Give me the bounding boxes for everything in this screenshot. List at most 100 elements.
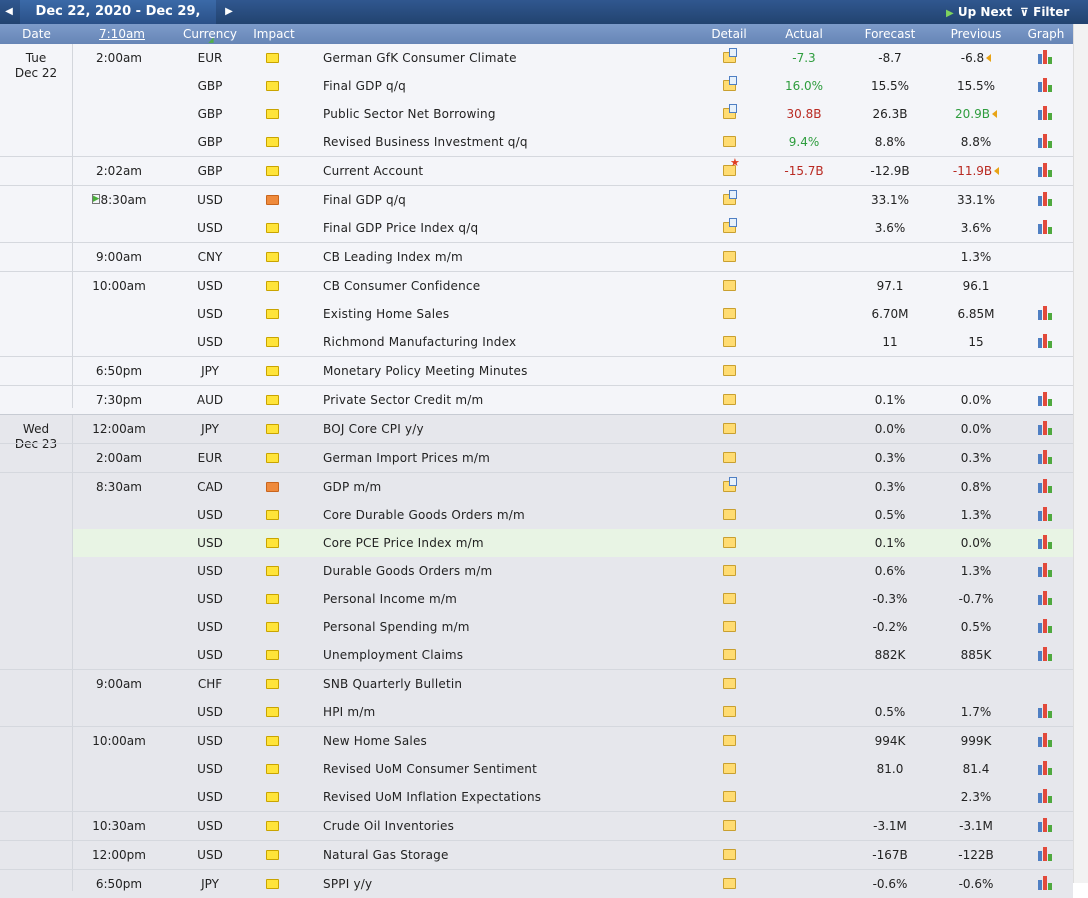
table-row[interactable]: 6:50pm JPY Monetary Policy Meeting Minutes	[0, 356, 1073, 385]
bar-graph-icon[interactable]	[1038, 479, 1054, 493]
event-title[interactable]: Natural Gas Storage	[323, 848, 449, 862]
bar-graph-icon[interactable]	[1038, 392, 1054, 406]
detail-folder-icon[interactable]	[723, 336, 736, 347]
event-title[interactable]: Richmond Manufacturing Index	[323, 335, 517, 349]
impact-yellow-folder-icon[interactable]	[266, 453, 279, 463]
bar-graph-icon[interactable]	[1038, 704, 1054, 718]
impact-yellow-folder-icon[interactable]	[266, 53, 279, 63]
bar-graph-icon[interactable]	[1038, 761, 1054, 775]
event-title[interactable]: Revised UoM Inflation Expectations	[323, 790, 542, 804]
impact-yellow-folder-icon[interactable]	[266, 281, 279, 291]
detail-folder-icon[interactable]	[723, 509, 736, 520]
impact-yellow-folder-icon[interactable]	[266, 764, 279, 774]
table-row[interactable]: GBP Final GDP q/q 16.0% 15.5% 15.5%	[0, 72, 1073, 100]
impact-yellow-folder-icon[interactable]	[266, 650, 279, 660]
detail-doc-folder-icon[interactable]	[723, 477, 737, 492]
bar-graph-icon[interactable]	[1038, 789, 1054, 803]
table-row[interactable]: USD Final GDP Price Index q/q 3.6% 3.6%	[0, 214, 1073, 242]
table-row[interactable]: USD Core PCE Price Index m/m 0.1% 0.0%	[73, 529, 1073, 557]
impact-yellow-folder-icon[interactable]	[266, 538, 279, 548]
event-title[interactable]: Current Account	[323, 164, 424, 178]
detail-folder-icon[interactable]	[723, 452, 736, 463]
event-title[interactable]: Monetary Policy Meeting Minutes	[323, 364, 528, 378]
event-title[interactable]: Existing Home Sales	[323, 307, 450, 321]
detail-folder-icon[interactable]	[723, 423, 736, 434]
impact-yellow-folder-icon[interactable]	[266, 252, 279, 262]
detail-folder-icon[interactable]	[723, 791, 736, 802]
detail-folder-icon[interactable]	[723, 878, 736, 889]
impact-yellow-folder-icon[interactable]	[266, 81, 279, 91]
impact-yellow-folder-icon[interactable]	[266, 850, 279, 860]
table-row[interactable]: 12:00am JPY BOJ Core CPI y/y 0.0% 0.0%	[0, 415, 1073, 443]
table-row[interactable]: 10:30am USD Crude Oil Inventories -3.1M -3.1…	[0, 811, 1073, 840]
table-row[interactable]: 9:00am CHF SNB Quarterly Bulletin	[0, 669, 1073, 698]
table-row[interactable]: USD Personal Income m/m -0.3% -0.7%	[0, 585, 1073, 613]
table-row[interactable]: USD Durable Goods Orders m/m 0.6% 1.3%	[0, 557, 1073, 585]
event-title[interactable]: Revised UoM Consumer Sentiment	[323, 762, 538, 776]
table-row[interactable]: 2:00am EUR German Import Prices m/m 0.3% 0.3…	[0, 443, 1073, 472]
impact-yellow-folder-icon[interactable]	[266, 879, 279, 889]
bar-graph-icon[interactable]	[1038, 78, 1054, 92]
bar-graph-icon[interactable]	[1038, 535, 1054, 549]
event-title[interactable]: Crude Oil Inventories	[323, 819, 455, 833]
table-row[interactable]: USD Existing Home Sales 6.70M 6.85M	[0, 300, 1073, 328]
table-row[interactable]: GBP Revised Business Investment q/q 9.4% 8.…	[0, 128, 1073, 156]
impact-yellow-folder-icon[interactable]	[266, 622, 279, 632]
event-title[interactable]: Final GDP q/q	[323, 193, 406, 207]
impact-yellow-folder-icon[interactable]	[266, 510, 279, 520]
impact-orange-folder-icon[interactable]	[266, 482, 279, 492]
detail-folder-icon[interactable]	[723, 365, 736, 376]
table-row[interactable]: USD Personal Spending m/m -0.2% 0.5%	[0, 613, 1073, 641]
table-row[interactable]: USD Revised UoM Consumer Sentiment 81.0 81.…	[0, 755, 1073, 783]
impact-yellow-folder-icon[interactable]	[266, 395, 279, 405]
detail-folder-icon[interactable]	[723, 280, 736, 291]
table-row[interactable]: GBP Public Sector Net Borrowing 30.8B 26.3B…	[0, 100, 1073, 128]
detail-folder-icon[interactable]	[723, 820, 736, 831]
impact-yellow-folder-icon[interactable]	[266, 223, 279, 233]
event-title[interactable]: BOJ Core CPI y/y	[323, 422, 424, 436]
impact-yellow-folder-icon[interactable]	[266, 366, 279, 376]
bar-graph-icon[interactable]	[1038, 619, 1054, 633]
table-row[interactable]: USD HPI m/m 0.5% 1.7%	[0, 698, 1073, 726]
impact-yellow-folder-icon[interactable]	[266, 707, 279, 717]
table-row[interactable]: USD Unemployment Claims 882K 885K	[0, 641, 1073, 669]
detail-folder-icon[interactable]	[723, 735, 736, 746]
impact-yellow-folder-icon[interactable]	[266, 821, 279, 831]
event-title[interactable]: Unemployment Claims	[323, 648, 464, 662]
event-title[interactable]: SPPI y/y	[323, 877, 373, 891]
table-row[interactable]: 12:00pm USD Natural Gas Storage -167B -122B	[0, 840, 1073, 869]
bar-graph-icon[interactable]	[1038, 847, 1054, 861]
event-title[interactable]: Private Sector Credit m/m	[323, 393, 484, 407]
event-title[interactable]: New Home Sales	[323, 734, 427, 748]
bar-graph-icon[interactable]	[1038, 563, 1054, 577]
impact-yellow-folder-icon[interactable]	[266, 166, 279, 176]
header-time[interactable]: 7:10am	[99, 27, 145, 41]
event-title[interactable]: Public Sector Net Borrowing	[323, 107, 496, 121]
bar-graph-icon[interactable]	[1038, 220, 1054, 234]
impact-yellow-folder-icon[interactable]	[266, 736, 279, 746]
detail-folder-icon[interactable]	[723, 706, 736, 717]
impact-yellow-folder-icon[interactable]	[266, 792, 279, 802]
impact-orange-folder-icon[interactable]	[266, 195, 279, 205]
detail-doc-folder-icon[interactable]	[723, 104, 737, 119]
event-title[interactable]: CB Leading Index m/m	[323, 250, 463, 264]
bar-graph-icon[interactable]	[1038, 50, 1054, 64]
impact-yellow-folder-icon[interactable]	[266, 337, 279, 347]
event-title[interactable]: SNB Quarterly Bulletin	[323, 677, 463, 691]
table-row[interactable]: USD Revised UoM Inflation Expectations 2.3…	[0, 783, 1073, 811]
table-row[interactable]: 2:00am EUR German GfK Consumer Climate -7.3…	[0, 44, 1073, 72]
event-title[interactable]: Durable Goods Orders m/m	[323, 564, 493, 578]
event-title[interactable]: Personal Income m/m	[323, 592, 458, 606]
detail-doc-folder-icon[interactable]	[723, 190, 737, 205]
bar-graph-icon[interactable]	[1038, 450, 1054, 464]
up-next-button[interactable]: ▶ Up Next	[946, 0, 1012, 24]
detail-folder-icon[interactable]	[723, 537, 736, 548]
table-row[interactable]: 7:30pm AUD Private Sector Credit m/m 0.1% 0.…	[0, 385, 1073, 414]
table-row[interactable]: 10:00am USD New Home Sales 994K 999K	[0, 726, 1073, 755]
detail-folder-icon[interactable]	[723, 251, 736, 262]
bar-graph-icon[interactable]	[1038, 591, 1054, 605]
next-week-button[interactable]: ▶	[225, 6, 233, 17]
detail-folder-icon[interactable]	[723, 763, 736, 774]
detail-folder-icon[interactable]	[723, 621, 736, 632]
table-row[interactable]: 10:00am USD CB Consumer Confidence 97.1 96.1	[0, 271, 1073, 300]
